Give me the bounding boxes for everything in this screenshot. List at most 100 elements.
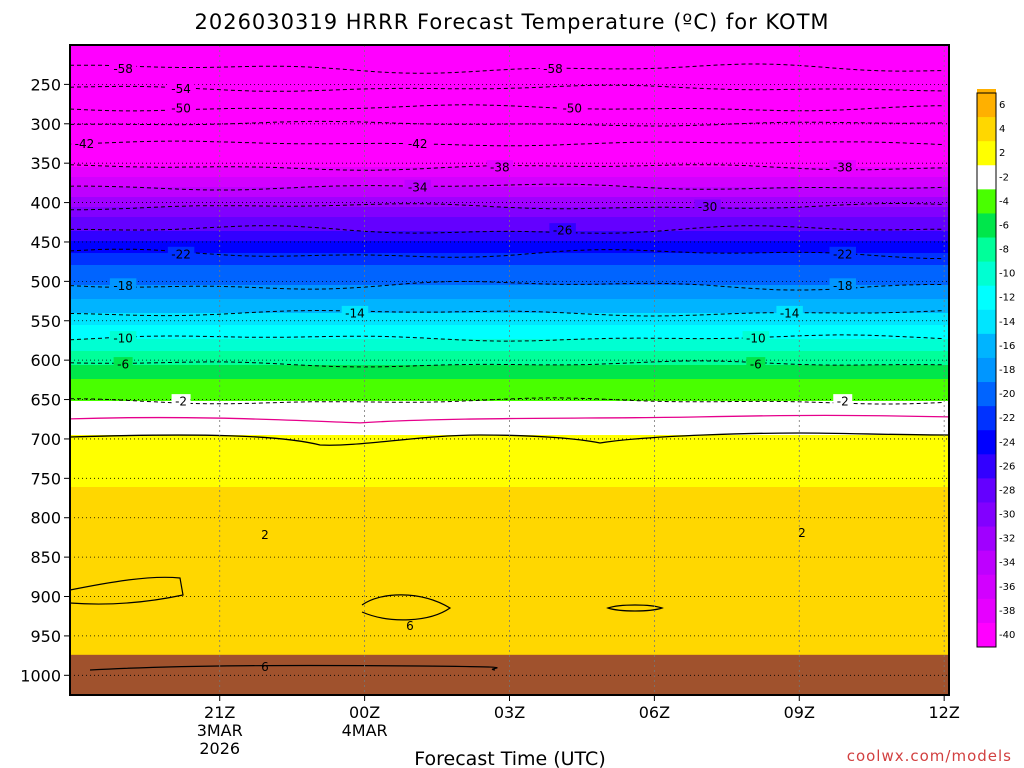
temperature-band bbox=[70, 523, 949, 526]
temperature-band bbox=[70, 653, 949, 656]
temperature-band bbox=[70, 351, 949, 354]
contour-line bbox=[361, 594, 452, 621]
temperature-band bbox=[70, 401, 949, 404]
temperature-band bbox=[70, 383, 949, 386]
colorbar: 6 4 2 -2 -4 -6 -8 -10 -12 -14 -16 -18 -20 -22 -24 -26 -2… bbox=[976, 89, 1015, 648]
contour-label: -58 bbox=[543, 62, 563, 76]
credit-link[interactable]: coolwx.com/models bbox=[847, 747, 1012, 765]
temperature-band bbox=[70, 393, 949, 396]
temperature-band bbox=[70, 143, 949, 146]
chart-title: 2026030319 HRRR Forecast Temperature (ºC… bbox=[194, 10, 829, 34]
x-tick-label: 09Z bbox=[784, 703, 815, 722]
temperature-band bbox=[70, 281, 949, 284]
colorbar-tick-label: -24 bbox=[999, 437, 1015, 448]
temperature-band bbox=[70, 197, 949, 200]
contour-label: -50 bbox=[562, 102, 582, 116]
temperature-band bbox=[70, 301, 949, 304]
contour-line bbox=[69, 84, 943, 92]
temperature-band bbox=[70, 273, 949, 276]
temperature-band bbox=[70, 251, 949, 254]
colorbar-tick-label: -4 bbox=[999, 196, 1009, 207]
temperature-band bbox=[70, 463, 949, 466]
temperature-band bbox=[70, 307, 949, 310]
contour-label: -30 bbox=[698, 200, 718, 214]
temperature-band bbox=[70, 427, 949, 430]
contour-label: -6 bbox=[750, 358, 762, 372]
contour-line bbox=[69, 248, 943, 260]
colorbar-tick-label: -14 bbox=[999, 317, 1015, 328]
contour-line bbox=[69, 183, 943, 191]
temperature-band bbox=[70, 503, 949, 506]
temperature-band bbox=[70, 453, 949, 456]
temperature-band bbox=[70, 561, 949, 564]
contour-label: -6 bbox=[117, 358, 129, 372]
contour-labels-layer: -58 -58-54-50 -50-42 -42-38 -38-34-30-26-22-… bbox=[71, 61, 856, 674]
temperature-band bbox=[70, 481, 949, 484]
contour-label-bg bbox=[341, 305, 369, 320]
colorbar-tick-label: -6 bbox=[999, 220, 1009, 231]
temperature-band bbox=[70, 151, 949, 154]
colorbar-tick-label: -34 bbox=[999, 558, 1015, 569]
temperature-band bbox=[70, 303, 949, 306]
colorbar-tick-label: 6 bbox=[999, 100, 1005, 111]
temperature-band bbox=[70, 521, 949, 524]
temperature-band bbox=[70, 477, 949, 480]
contour-label: -14 bbox=[345, 306, 365, 320]
temperature-band bbox=[70, 63, 949, 66]
temperature-band bbox=[70, 107, 949, 110]
contour-line bbox=[69, 281, 942, 291]
contour-label-bg bbox=[109, 278, 137, 293]
contour-label: -2 bbox=[175, 395, 187, 409]
y-tick-label: 750 bbox=[30, 469, 61, 488]
contour-label: -50 bbox=[171, 102, 191, 116]
temperature-band bbox=[70, 293, 949, 296]
temperature-band bbox=[70, 117, 949, 120]
x-tick-label: 21Z bbox=[204, 703, 235, 722]
contour-label-bg bbox=[404, 136, 431, 151]
colorbar-swatch bbox=[977, 309, 996, 335]
temperature-band bbox=[70, 471, 949, 474]
y-tick-label: 700 bbox=[30, 430, 61, 449]
colorbar-swatch bbox=[977, 117, 996, 142]
temperature-band bbox=[70, 181, 949, 184]
temperature-band bbox=[70, 261, 949, 264]
temperature-band bbox=[70, 591, 949, 594]
temperature-band bbox=[70, 411, 949, 414]
temperature-band bbox=[70, 221, 949, 224]
contour-label: -18 bbox=[113, 279, 133, 293]
temperature-band bbox=[70, 353, 949, 356]
colorbar-tick-label: -12 bbox=[999, 293, 1015, 304]
contour-line bbox=[89, 664, 498, 671]
contour-label-bg bbox=[776, 305, 803, 320]
colorbar-tick-label: -16 bbox=[999, 341, 1015, 352]
temperature-band bbox=[70, 333, 949, 336]
colorbar-swatch bbox=[977, 333, 996, 359]
temperature-band bbox=[70, 93, 949, 96]
contour-line bbox=[69, 360, 943, 368]
temperature-band bbox=[70, 217, 949, 220]
temperature-band bbox=[70, 51, 949, 54]
contour-line bbox=[69, 63, 943, 74]
temperature-band bbox=[70, 67, 949, 70]
contour-label: 2 bbox=[798, 526, 806, 540]
temperature-band bbox=[70, 213, 949, 216]
temperature-band bbox=[70, 57, 949, 60]
temperature-band bbox=[70, 457, 949, 460]
colorbar-tick-label: -22 bbox=[999, 413, 1015, 424]
contour-label: -2 bbox=[837, 395, 849, 409]
temperature-band bbox=[70, 467, 949, 470]
temperature-band bbox=[70, 413, 949, 416]
temperature-band bbox=[70, 627, 949, 630]
colorbar-swatch bbox=[977, 285, 996, 311]
temperature-band bbox=[70, 187, 949, 190]
contour-label: -18 bbox=[833, 279, 853, 293]
temperature-band bbox=[70, 297, 949, 300]
temperature-band bbox=[70, 223, 949, 226]
temperature-band bbox=[70, 461, 949, 464]
temperature-band bbox=[70, 73, 949, 76]
temperature-band bbox=[70, 571, 949, 574]
temperature-band bbox=[70, 243, 949, 246]
contour-line bbox=[69, 309, 943, 317]
